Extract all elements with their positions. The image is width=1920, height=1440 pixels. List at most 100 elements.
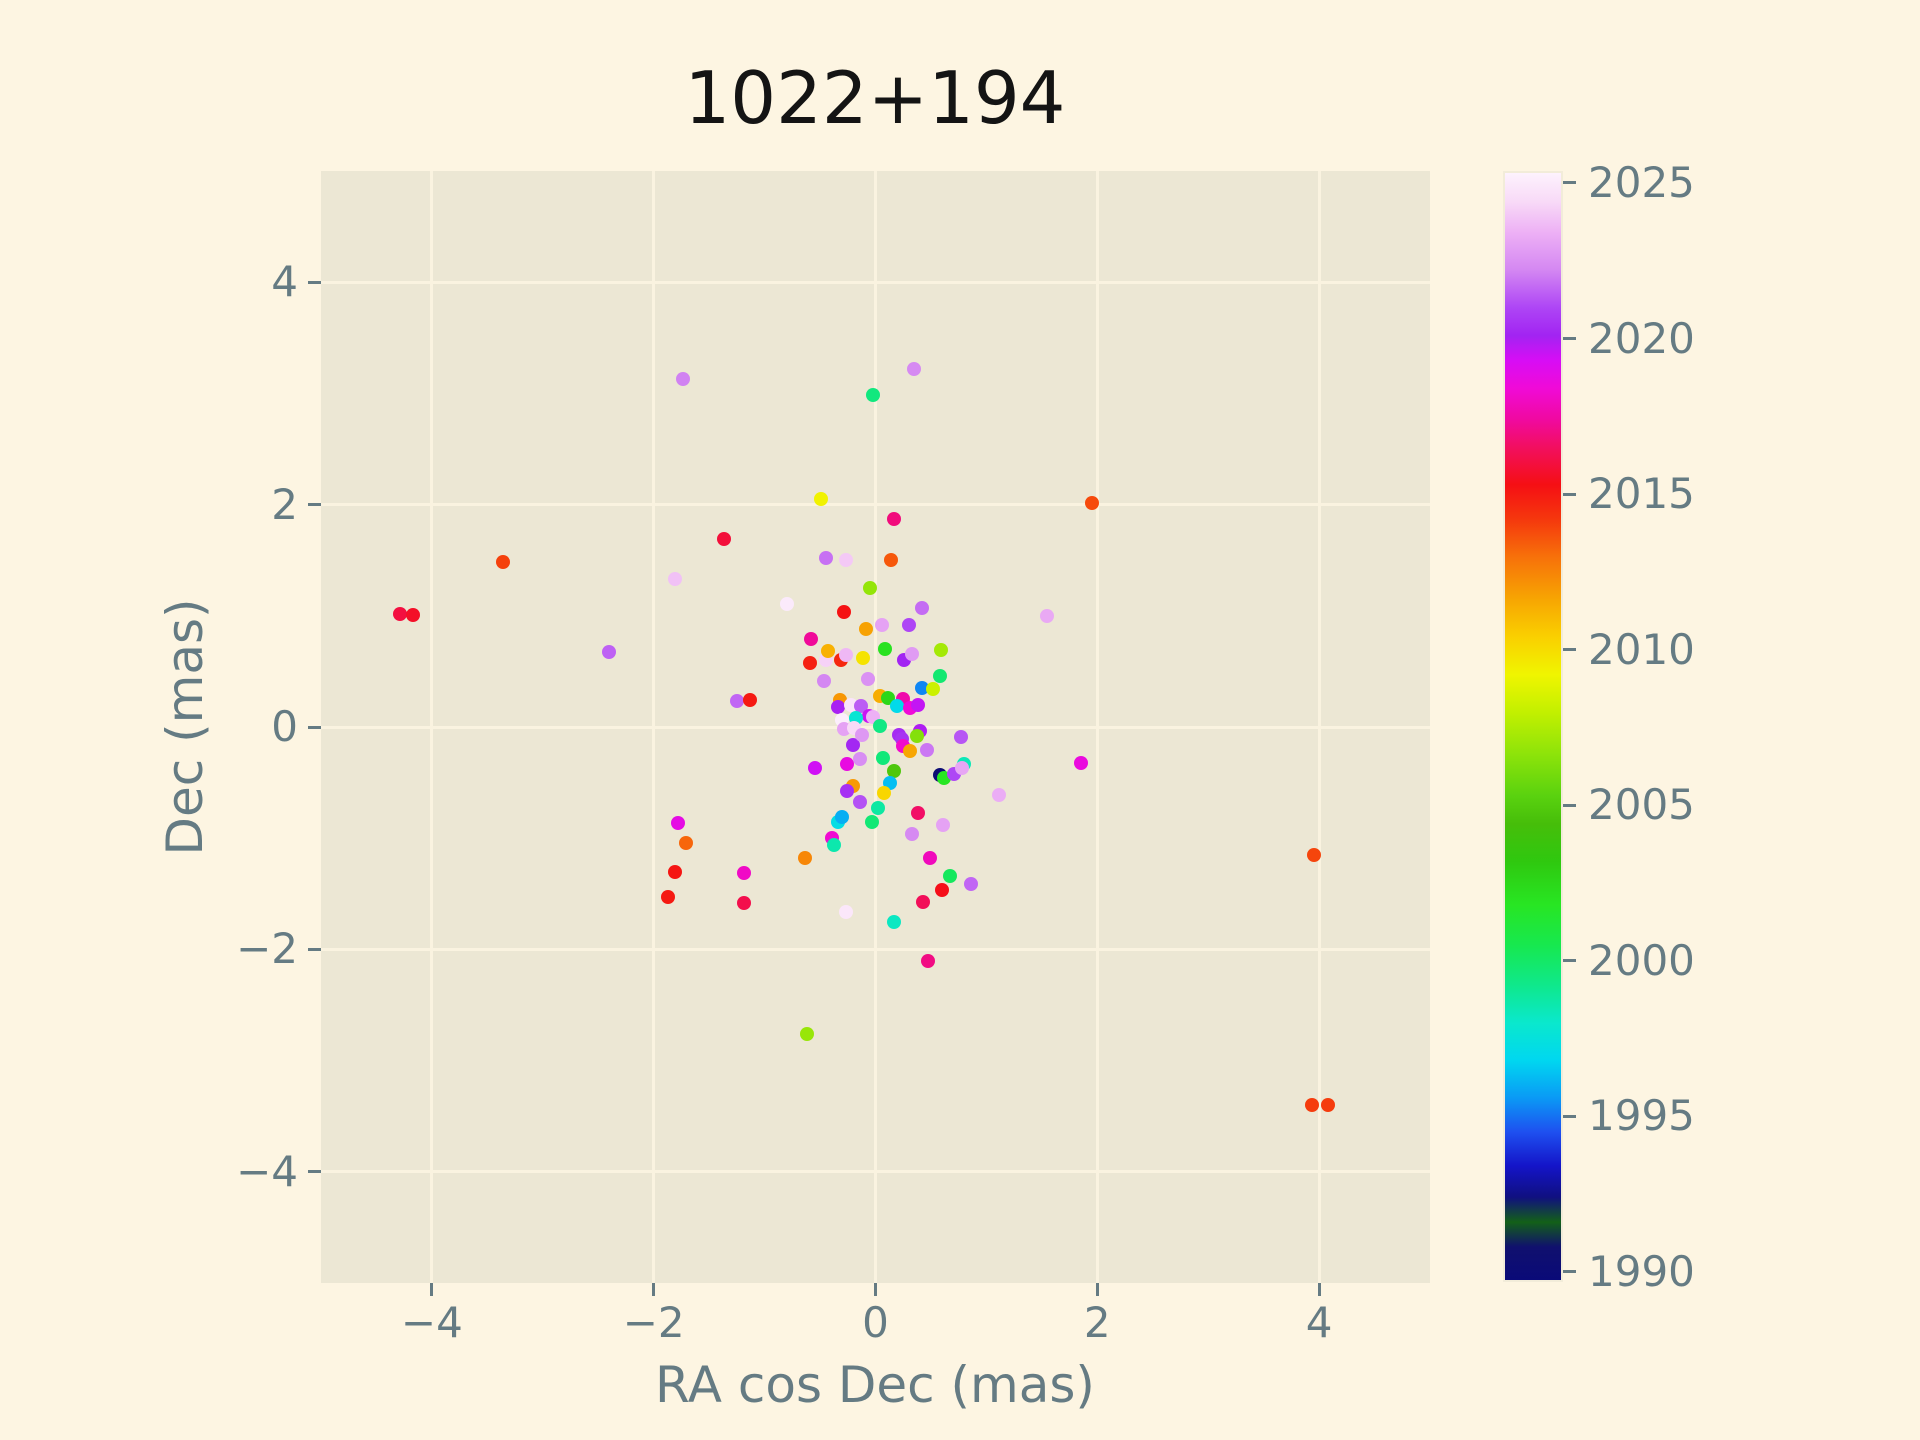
y-gridline (321, 503, 1430, 507)
x-tick-label: 0 (862, 1298, 889, 1347)
scatter-point (803, 655, 818, 670)
scatter-point (852, 752, 867, 767)
scatter-point (856, 651, 871, 666)
scatter-point (920, 953, 935, 968)
colorbar-tick-label: 2025 (1588, 157, 1695, 207)
scatter-point (675, 371, 690, 386)
chart-title: 1022+194 (684, 56, 1066, 140)
scatter-point (866, 387, 881, 402)
scatter-point (729, 694, 744, 709)
y-tick-mark (308, 947, 321, 951)
x-axis-label: RA cos Dec (mas) (655, 1356, 1095, 1414)
scatter-point (667, 572, 682, 587)
colorbar-tick-label: 1990 (1588, 1246, 1695, 1296)
scatter-point (852, 794, 867, 809)
colorbar-tick-label: 2020 (1588, 313, 1695, 363)
scatter-point (838, 904, 853, 919)
scatter-point (661, 890, 676, 905)
scatter-point (872, 718, 887, 733)
x-tick-label: 4 (1305, 1298, 1333, 1347)
y-tick-mark (308, 280, 321, 284)
scatter-point (889, 698, 904, 713)
scatter-point (865, 814, 880, 829)
scatter-point (858, 622, 873, 637)
scatter-point (870, 801, 885, 816)
scatter-point (392, 606, 407, 621)
scatter-point (875, 617, 890, 632)
scatter-point (1320, 1098, 1335, 1113)
scatter-point (818, 550, 833, 565)
y-gridline (321, 947, 1430, 951)
scatter-point (671, 815, 686, 830)
scatter-point (910, 697, 925, 712)
scatter-point (835, 810, 850, 825)
scatter-point (1073, 755, 1088, 770)
x-tick-mark (1095, 1283, 1099, 1296)
scatter-point (963, 876, 978, 891)
colorbar-tick-mark (1563, 648, 1576, 652)
y-tick-label: 4 (271, 257, 298, 307)
colorbar-tick-mark (1563, 337, 1576, 341)
scatter-point (667, 864, 682, 879)
scatter-point (830, 699, 845, 714)
colorbar-tick-mark (1563, 959, 1576, 963)
scatter-point (991, 787, 1006, 802)
colorbar-tick-mark (1563, 803, 1576, 807)
y-tick-label: 2 (271, 479, 298, 529)
scatter-point (1040, 608, 1055, 623)
scatter-point (862, 581, 877, 595)
x-tick-label: 2 (1083, 1298, 1111, 1347)
scatter-point (839, 756, 854, 771)
y-tick-mark (308, 1170, 321, 1174)
scatter-point (884, 553, 899, 568)
scatter-point (926, 682, 941, 697)
colorbar-tick-mark (1563, 492, 1576, 496)
colorbar-tick-mark (1563, 1270, 1576, 1274)
scatter-point (887, 512, 902, 527)
scatter-point (877, 785, 892, 800)
scatter-point (907, 361, 922, 376)
x-tick-mark (652, 1283, 656, 1296)
y-gridline (321, 1170, 1430, 1174)
scatter-point (919, 743, 934, 758)
scatter-point (942, 869, 957, 883)
scatter-point (804, 632, 819, 647)
scatter-point (602, 645, 617, 660)
scatter-point (887, 914, 902, 929)
scatter-point (887, 764, 902, 779)
scatter-point (1305, 1098, 1320, 1113)
x-tick-mark (1317, 1283, 1321, 1296)
scatter-point (916, 894, 931, 909)
scatter-point (855, 727, 870, 742)
colorbar-tick-label: 2005 (1588, 780, 1695, 830)
y-gridline (321, 280, 1430, 284)
y-tick-label: 0 (271, 702, 298, 751)
y-axis-label: Dec (mas) (156, 598, 214, 856)
y-tick-mark (308, 503, 321, 507)
x-tick-label: −4 (400, 1298, 463, 1347)
scatter-point (807, 761, 822, 776)
scatter-point (838, 647, 853, 662)
scatter-point (827, 837, 842, 852)
scatter-point (953, 730, 968, 744)
scatter-point (878, 642, 893, 657)
scatter-point (902, 744, 917, 759)
scatter-point (1306, 847, 1321, 862)
scatter-point (910, 805, 925, 820)
scatter-point (814, 492, 829, 507)
scatter-point (860, 672, 875, 687)
scatter-point (817, 674, 832, 689)
scatter-point (901, 617, 916, 632)
scatter-point (406, 607, 421, 622)
x-tick-mark (874, 1283, 877, 1296)
colorbar-tick-label: 2000 (1588, 935, 1695, 985)
scatter-point (495, 555, 510, 570)
colorbar-tick-mark (1563, 1114, 1576, 1118)
scatter-point (905, 646, 920, 661)
scatter-point (876, 751, 891, 766)
plot-area (321, 171, 1430, 1283)
scatter-point (838, 553, 853, 568)
colorbar-tick-mark (1563, 181, 1576, 185)
scatter-point (743, 693, 758, 708)
colorbar-tick-label: 1995 (1588, 1091, 1695, 1141)
